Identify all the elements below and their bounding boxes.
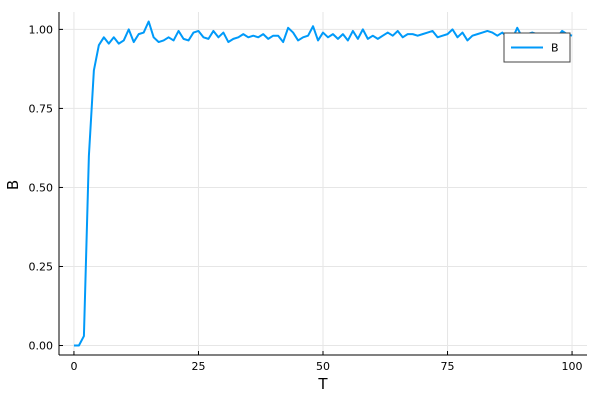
tick-marks bbox=[59, 28, 573, 355]
x-tick-label: 50 bbox=[316, 360, 330, 373]
legend-label: B bbox=[551, 42, 559, 55]
x-tick-label: 25 bbox=[191, 360, 205, 373]
y-axis-title: B bbox=[4, 180, 22, 190]
grid bbox=[59, 12, 587, 355]
series-layer bbox=[73, 20, 573, 347]
y-tick-label: 1.00 bbox=[29, 23, 54, 36]
x-axis-title: T bbox=[317, 375, 328, 393]
series-line-B bbox=[73, 20, 573, 347]
x-tick-label: 75 bbox=[441, 360, 455, 373]
x-tick-label: 0 bbox=[70, 360, 77, 373]
y-tick-label: 0.75 bbox=[29, 102, 54, 115]
y-tick-label: 0.00 bbox=[29, 340, 54, 353]
legend: B bbox=[503, 32, 571, 63]
tick-labels: 0 25 50 75 100 0.00 0.25 0.50 0.75 1.00 bbox=[29, 23, 583, 373]
x-tick-label: 100 bbox=[562, 360, 583, 373]
y-tick-label: 0.25 bbox=[29, 260, 54, 273]
y-tick-label: 0.50 bbox=[29, 181, 54, 194]
